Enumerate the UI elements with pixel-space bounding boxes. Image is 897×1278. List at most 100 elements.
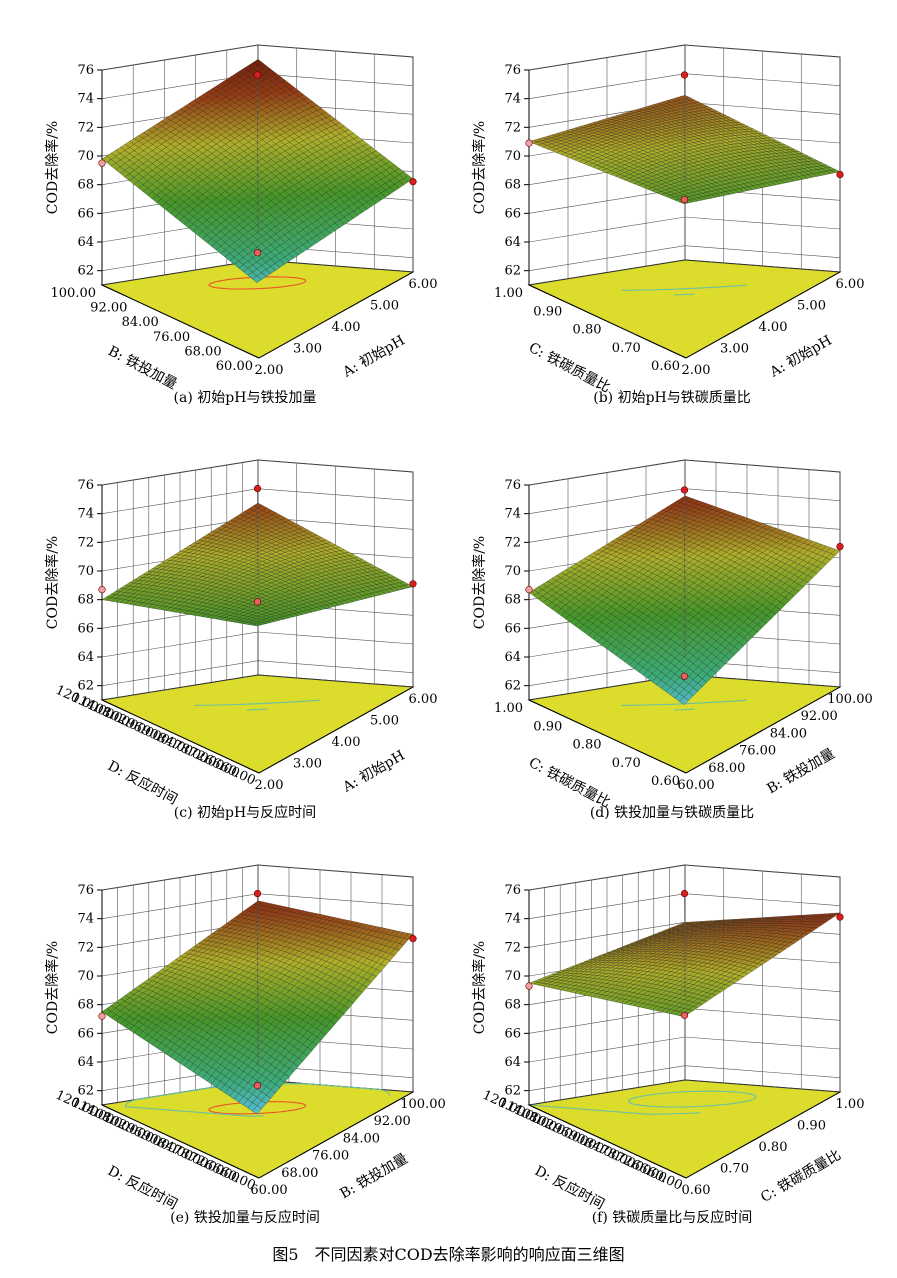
panel-c: 6264666870727476COD去除率/%2.003.004.005.00…	[44, 459, 438, 821]
design-point-center-min	[253, 598, 262, 606]
left-tick-label: 60.00	[216, 359, 253, 374]
z-tick-label: 70	[504, 149, 521, 164]
z-tick-label: 66	[77, 621, 94, 636]
surface-cell	[252, 275, 262, 283]
response-surface	[101, 59, 414, 283]
left-tick-label: 100.00	[51, 286, 97, 301]
z-tick-label: 66	[504, 621, 521, 636]
design-point-center-max	[253, 484, 262, 493]
z-tick-label: 64	[77, 235, 94, 250]
z-tick-label: 74	[504, 507, 521, 522]
design-point-center-max	[680, 71, 689, 79]
right-tick-label: 68.00	[708, 761, 745, 776]
right-tick-label: 5.00	[370, 299, 399, 314]
z-tick-label: 64	[77, 650, 94, 665]
left-axis-line	[101, 284, 260, 359]
panel-e: 6264666870727476COD去除率/%60.0068.0076.008…	[44, 864, 446, 1226]
z-tick-label: 76	[77, 63, 94, 78]
panel-b: 6264666870727476COD去除率/%2.003.004.005.00…	[471, 44, 865, 406]
right-tick-label: 6.00	[409, 692, 438, 707]
z-tick-label: 70	[504, 564, 521, 579]
left-tick-label: 0.60	[651, 774, 680, 789]
left-tick-label: 0.90	[533, 304, 562, 319]
right-axis-label: A: 初始pH	[766, 332, 835, 381]
right-tick-label: 76.00	[739, 744, 776, 759]
z-axis-label: COD去除率/%	[471, 536, 488, 629]
right-tick-label: 2.00	[255, 363, 284, 378]
z-tick-label: 72	[77, 120, 94, 135]
right-tick-label: 100.00	[827, 692, 873, 707]
design-points	[98, 71, 417, 257]
z-tick-label: 72	[504, 120, 521, 135]
design-point-right	[836, 170, 844, 179]
left-tick-label: 0.90	[533, 719, 562, 734]
right-tick-label: 2.00	[255, 778, 284, 793]
design-point-center-min	[253, 249, 262, 257]
z-tick-label: 74	[77, 92, 94, 107]
z-tick-label: 64	[504, 235, 521, 250]
right-tick-label: 5.00	[370, 714, 399, 729]
z-axis-label: COD去除率/%	[44, 121, 61, 214]
z-tick-label: 70	[77, 149, 94, 164]
right-tick-label: 92.00	[801, 709, 838, 724]
design-point-center-max	[253, 71, 262, 79]
left-tick-label: 84.00	[122, 315, 159, 330]
left-axis-label: C: 铁碳质量比	[526, 755, 613, 811]
right-tick-label: 5.00	[797, 299, 826, 314]
right-tick-label: 3.00	[720, 342, 749, 357]
right-tick-label: 4.00	[332, 320, 361, 335]
response-surface	[528, 95, 841, 204]
design-point-center-max	[680, 486, 689, 494]
left-tick-label: 0.80	[573, 738, 602, 753]
floor-contours	[621, 284, 747, 296]
panel-a: 62 64 66 68 70 72 74 76 COD去除率/% 2.00 3.00 4.00 5.00…	[44, 44, 438, 406]
design-point-left	[98, 159, 106, 167]
right-tick-label: 3.00	[293, 342, 322, 357]
z-axis-label: COD去除率/%	[471, 121, 488, 214]
z-tick-label: 64	[504, 650, 521, 665]
contour-arc	[673, 293, 695, 296]
design-point-center-min	[680, 196, 689, 204]
floor-contours	[208, 276, 307, 290]
z-tick-label: 62	[77, 264, 94, 279]
right-tick-label: 6.00	[409, 277, 438, 292]
right-tick-label: 6.00	[836, 277, 865, 292]
design-point-right	[836, 542, 844, 551]
z-tick-label: 72	[504, 535, 521, 550]
z-tick-label: 74	[504, 92, 521, 107]
right-axis-label: A: 初始pH	[339, 332, 408, 381]
left-tick-label: 0.70	[612, 341, 641, 356]
design-point-left	[525, 586, 533, 594]
z-tick-label: 68	[77, 178, 94, 193]
left-axis-label: C: 铁碳质量比	[526, 340, 613, 396]
z-axis: 62 64 66 68 70 72 74 76 COD去除率/%	[44, 63, 103, 285]
right-axis-label: A: 初始pH	[339, 747, 408, 796]
z-axis-label: COD去除率/%	[44, 536, 61, 629]
design-point-right	[409, 178, 417, 186]
left-tick-label: 0.80	[573, 323, 602, 338]
left-tick-label: 1.00	[494, 286, 523, 301]
left-axis-label: B: 铁投加量	[105, 343, 179, 393]
right-tick-label: 84.00	[770, 726, 807, 741]
right-tick-label: 4.00	[759, 320, 788, 335]
panel-d: 6264666870727476COD去除率/%60.0068.0076.008…	[471, 459, 873, 821]
z-tick-label: 66	[77, 206, 94, 221]
left-axis-label: D: 反应时间	[105, 757, 180, 808]
z-tick-label: 72	[77, 535, 94, 550]
grid-line	[101, 44, 259, 71]
panel-caption: (c) 初始pH与反应时间	[174, 804, 316, 821]
panel-caption: (d) 铁投加量与铁碳质量比	[590, 805, 754, 821]
contour-arc	[621, 284, 747, 291]
z-tick-label: 68	[77, 593, 94, 608]
left-tick-label: 0.70	[612, 756, 641, 771]
z-tick-label: 66	[504, 206, 521, 221]
z-tick-label: 76	[504, 63, 521, 78]
panel-caption: (b) 初始pH与铁碳质量比	[593, 389, 751, 406]
left-tick-label: 76.00	[153, 330, 190, 345]
left-tick-label: 1.00	[494, 701, 523, 716]
z-tick-label: 62	[504, 679, 521, 694]
